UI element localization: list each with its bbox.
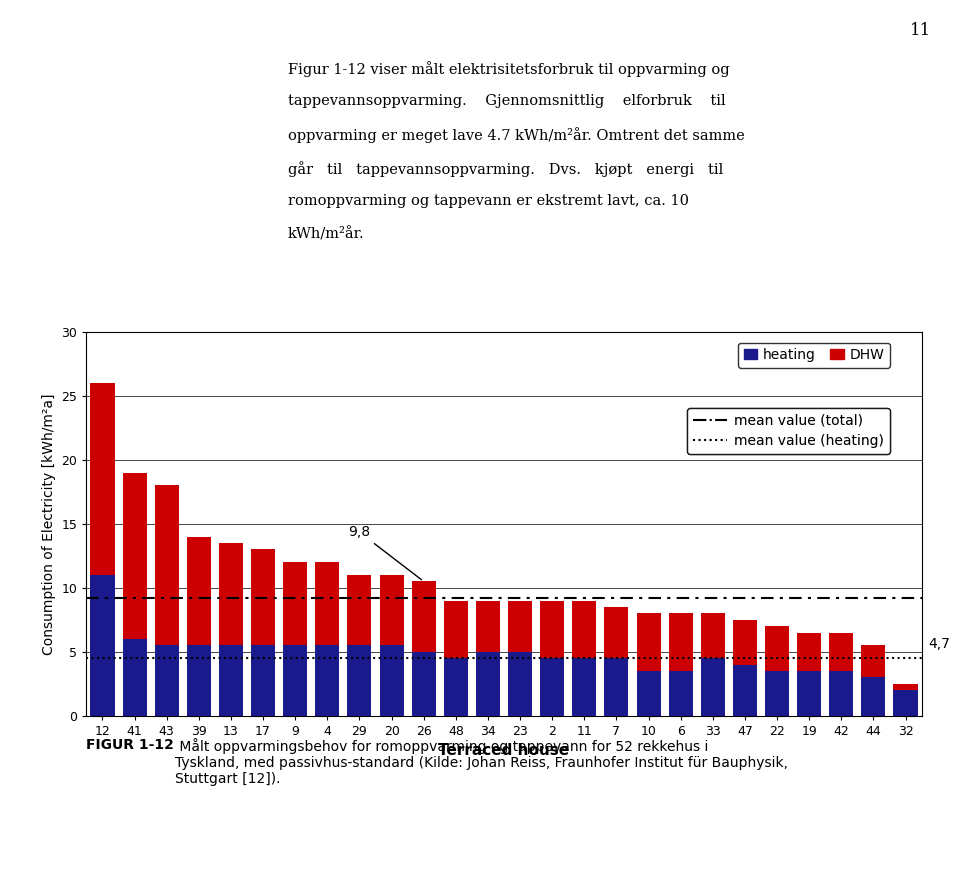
Text: romoppvarming og tappevann er ekstremt lavt, ca. 10: romoppvarming og tappevann er ekstremt l… <box>288 194 689 208</box>
Legend: mean value (total), mean value (heating): mean value (total), mean value (heating) <box>687 408 890 454</box>
Bar <box>732 620 757 664</box>
Bar <box>636 614 660 671</box>
Bar <box>572 601 596 658</box>
Bar <box>379 645 403 716</box>
Bar <box>636 671 660 716</box>
Bar <box>829 671 853 716</box>
Bar <box>90 575 114 716</box>
Bar <box>572 658 596 716</box>
Text: 11: 11 <box>910 22 931 38</box>
Bar <box>155 485 179 645</box>
Bar <box>861 645 885 677</box>
Bar <box>219 543 243 645</box>
Bar <box>894 684 918 691</box>
Text: tappevannsoppvarming.    Gjennomsnittlig    elforbruk    til: tappevannsoppvarming. Gjennomsnittlig el… <box>288 94 726 108</box>
Bar <box>251 549 276 645</box>
Bar <box>187 645 211 716</box>
Text: kWh/m²år.: kWh/m²år. <box>288 227 365 241</box>
Bar <box>732 664 757 716</box>
Text: oppvarming er meget lave 4.7 kWh/m²år. Omtrent det samme: oppvarming er meget lave 4.7 kWh/m²år. O… <box>288 127 745 143</box>
Bar <box>894 691 918 716</box>
Bar <box>701 614 725 658</box>
Bar <box>123 639 147 716</box>
Text: FIGUR 1-12: FIGUR 1-12 <box>86 738 175 752</box>
Bar <box>797 633 821 671</box>
Bar <box>508 601 532 652</box>
Bar <box>315 562 340 645</box>
Bar <box>155 645 179 716</box>
Bar <box>187 537 211 645</box>
Bar <box>797 671 821 716</box>
Bar <box>315 645 340 716</box>
Bar <box>123 472 147 639</box>
Bar <box>476 652 500 716</box>
Bar <box>540 601 564 658</box>
Text: går   til   tappevannsoppvarming.   Dvs.   kjøpt   energi   til: går til tappevannsoppvarming. Dvs. kjøpt… <box>288 161 723 176</box>
Bar <box>668 671 693 716</box>
Bar <box>829 633 853 671</box>
Bar <box>444 658 468 716</box>
Bar <box>348 645 372 716</box>
Text: 9,8: 9,8 <box>348 526 421 580</box>
Bar <box>283 562 307 645</box>
Bar <box>861 677 885 716</box>
Bar <box>283 645 307 716</box>
X-axis label: Terraced house: Terraced house <box>439 744 569 759</box>
Bar <box>701 658 725 716</box>
Bar <box>348 575 372 645</box>
Bar <box>90 383 114 575</box>
Text: 4,7: 4,7 <box>928 636 949 650</box>
Bar <box>219 645 243 716</box>
Bar <box>412 652 436 716</box>
Bar <box>668 614 693 671</box>
Bar <box>605 607 629 658</box>
Y-axis label: Consumption of Electricity [kWh/m²a]: Consumption of Electricity [kWh/m²a] <box>42 393 56 655</box>
Bar <box>444 601 468 658</box>
Bar <box>540 658 564 716</box>
Bar <box>476 601 500 652</box>
Bar <box>765 626 789 671</box>
Text: Figur 1-12 viser målt elektrisitetsforbruk til oppvarming og: Figur 1-12 viser målt elektrisitetsforbr… <box>288 61 730 77</box>
Text: Målt oppvarmingsbehov for romoppvarming og tappevann for 52 rekkehus i
Tyskland,: Målt oppvarmingsbehov for romoppvarming … <box>175 738 788 786</box>
Bar <box>605 658 629 716</box>
Bar <box>251 645 276 716</box>
Bar <box>508 652 532 716</box>
Bar <box>765 671 789 716</box>
Bar <box>379 575 403 645</box>
Bar <box>412 581 436 652</box>
